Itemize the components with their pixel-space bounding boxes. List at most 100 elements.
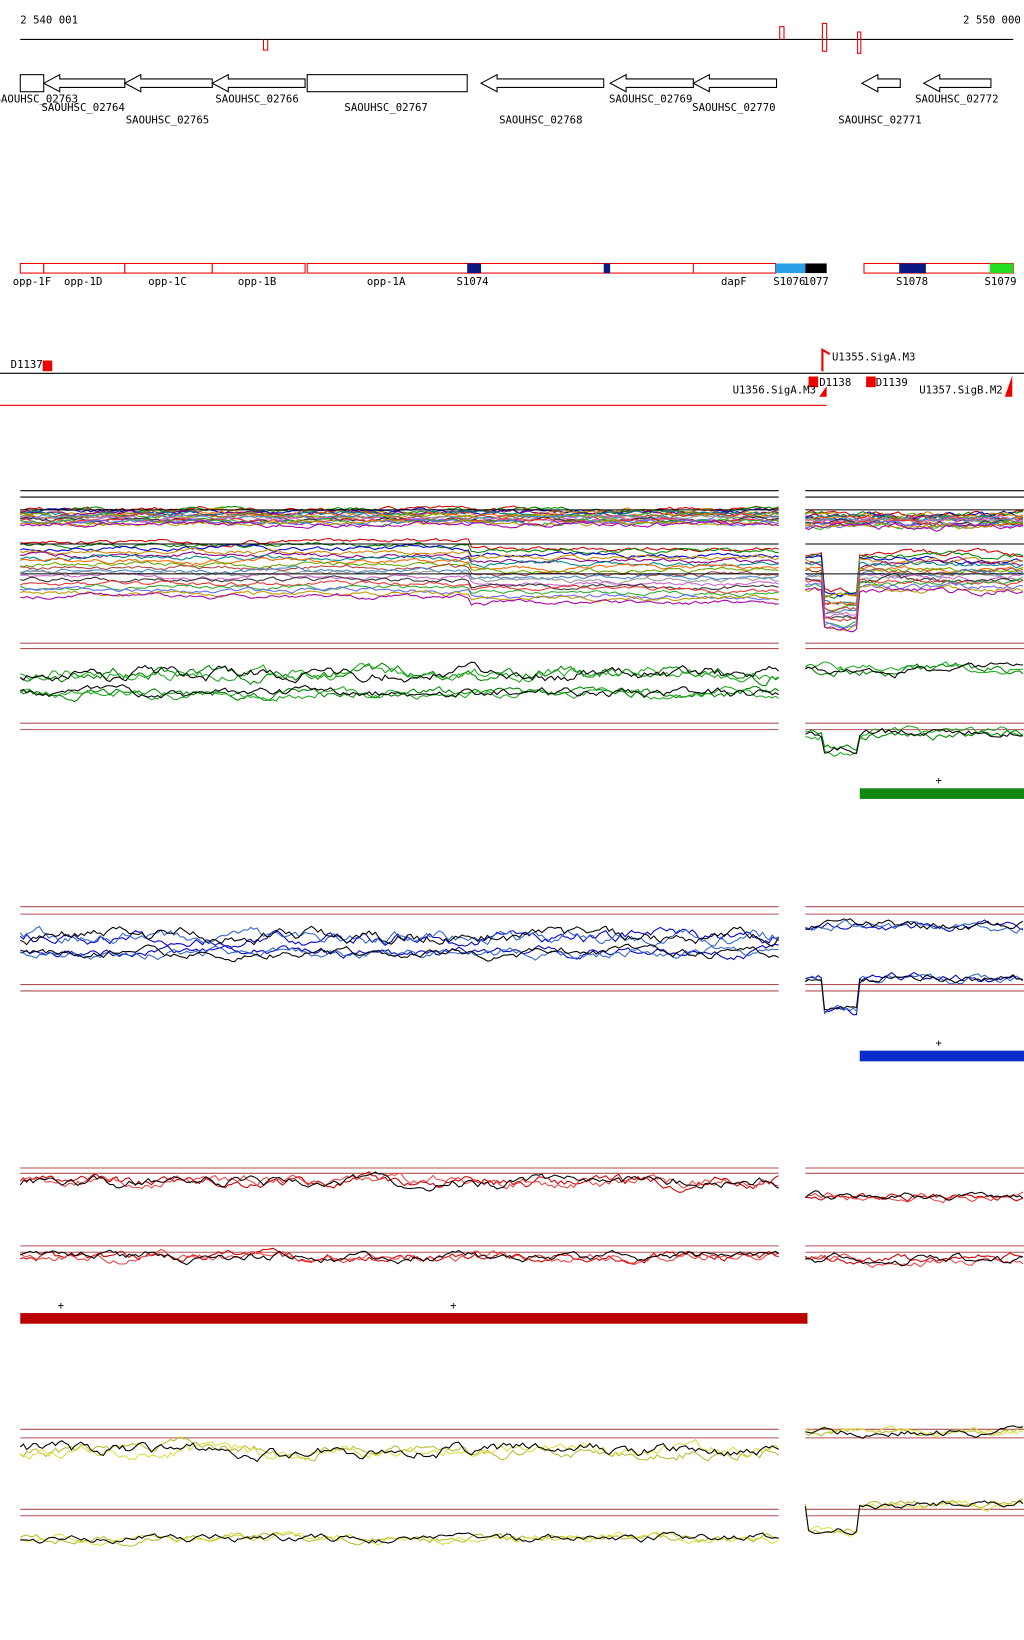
trace — [805, 519, 1024, 528]
trace — [20, 563, 779, 578]
trace — [805, 662, 1023, 679]
segment-label: opp-1B — [238, 275, 277, 288]
trace — [20, 516, 779, 524]
track-bar — [859, 788, 1024, 799]
trace — [805, 727, 1023, 754]
trace — [805, 662, 1024, 678]
trace — [20, 1249, 779, 1266]
trace — [805, 520, 1024, 530]
trace — [805, 918, 1024, 931]
ruler-start: 2 540 001 — [20, 13, 78, 26]
trace — [19, 662, 779, 687]
feature-label: U1357.SigB.M2 — [919, 384, 1002, 397]
feature-label: U1355.SigA.M3 — [832, 351, 915, 364]
trace — [805, 522, 1024, 532]
ruler-end: 2 550 000 — [963, 13, 1021, 26]
features: D1137 U1355.SigA.M3 D1138 U1356.SigA.M3 … — [0, 348, 1024, 406]
trace — [20, 591, 779, 606]
trace — [805, 547, 1024, 596]
trace — [20, 586, 779, 601]
segment — [43, 262, 126, 274]
segment-label: 1077 — [803, 275, 829, 288]
gene-label: SAOUHSC_02770 — [692, 101, 775, 114]
track-bar — [20, 1313, 808, 1324]
trace — [20, 517, 779, 526]
segment-label: S1078 — [896, 275, 928, 288]
trace — [804, 973, 1024, 1015]
trace — [20, 575, 779, 591]
gene-arrow — [123, 73, 213, 93]
trace — [20, 1530, 779, 1547]
promoter — [1004, 375, 1013, 397]
segment — [306, 262, 776, 274]
segment-fill — [805, 263, 827, 274]
trace — [20, 583, 779, 598]
trace — [805, 515, 1024, 527]
segment — [19, 262, 45, 274]
trace — [19, 1440, 779, 1463]
trace — [805, 1425, 1024, 1438]
trace — [20, 1247, 779, 1264]
feature-label: D1138 — [819, 376, 851, 389]
trace — [805, 572, 1024, 620]
trace — [805, 1192, 1024, 1202]
segment-fill — [467, 263, 482, 274]
trace — [19, 1172, 779, 1190]
gene-label: SAOUHSC_02772 — [915, 92, 998, 105]
trace — [20, 663, 779, 683]
segment-label: S1079 — [984, 275, 1016, 288]
gene-arrow — [42, 73, 126, 93]
gene-arrow — [860, 73, 901, 93]
feature-box — [808, 376, 819, 388]
feature-box — [42, 360, 53, 372]
trace — [20, 565, 779, 581]
gene-arrow — [211, 73, 306, 93]
track-mark: + — [935, 1036, 941, 1049]
trace — [805, 518, 1024, 527]
gene-label: SAOUHSC_02765 — [126, 114, 209, 127]
track-mark: + — [58, 1299, 64, 1312]
trace — [805, 1190, 1024, 1201]
feature-label: D1139 — [876, 376, 908, 389]
trace — [20, 518, 779, 527]
segment-label: dapF — [721, 275, 747, 288]
gene-label: SAOUHSC_02768 — [499, 114, 582, 127]
expression-traces — [19, 490, 1024, 1547]
trace — [805, 729, 1024, 752]
trace — [19, 1436, 780, 1462]
trace — [20, 1531, 779, 1545]
segment-fill — [899, 263, 926, 274]
gene-arrow — [692, 73, 778, 93]
trace — [805, 581, 1024, 629]
segment-fill — [603, 263, 611, 274]
genes: SAOUHSC_02763 SAOUHSC_02764 SAOUHSC_0276… — [0, 73, 999, 127]
gene-label: SAOUHSC_02769 — [609, 92, 692, 105]
gene-box — [306, 74, 468, 93]
trace — [20, 684, 779, 699]
trace — [20, 543, 779, 560]
trace — [20, 547, 779, 561]
trace — [804, 1500, 1024, 1538]
trace — [20, 572, 779, 587]
track-mark: + — [450, 1299, 456, 1312]
promoter — [821, 348, 831, 372]
trace — [19, 661, 780, 684]
trace — [20, 925, 780, 948]
segment-label: S1076 — [773, 275, 805, 288]
gene-arrow — [609, 73, 694, 93]
trace — [805, 1253, 1024, 1269]
trace — [20, 519, 779, 529]
trace — [805, 550, 1024, 599]
trace — [19, 925, 779, 948]
trace — [804, 1499, 1024, 1535]
segment — [124, 262, 213, 274]
trace — [20, 537, 779, 553]
trace — [20, 579, 779, 595]
gene-box — [19, 74, 45, 93]
trace — [805, 1425, 1024, 1440]
segment-label: opp-1D — [64, 275, 102, 288]
gene-label: SAOUHSC_02766 — [215, 92, 298, 105]
trace — [805, 971, 1024, 1016]
segment-label: opp-1F — [13, 275, 51, 288]
